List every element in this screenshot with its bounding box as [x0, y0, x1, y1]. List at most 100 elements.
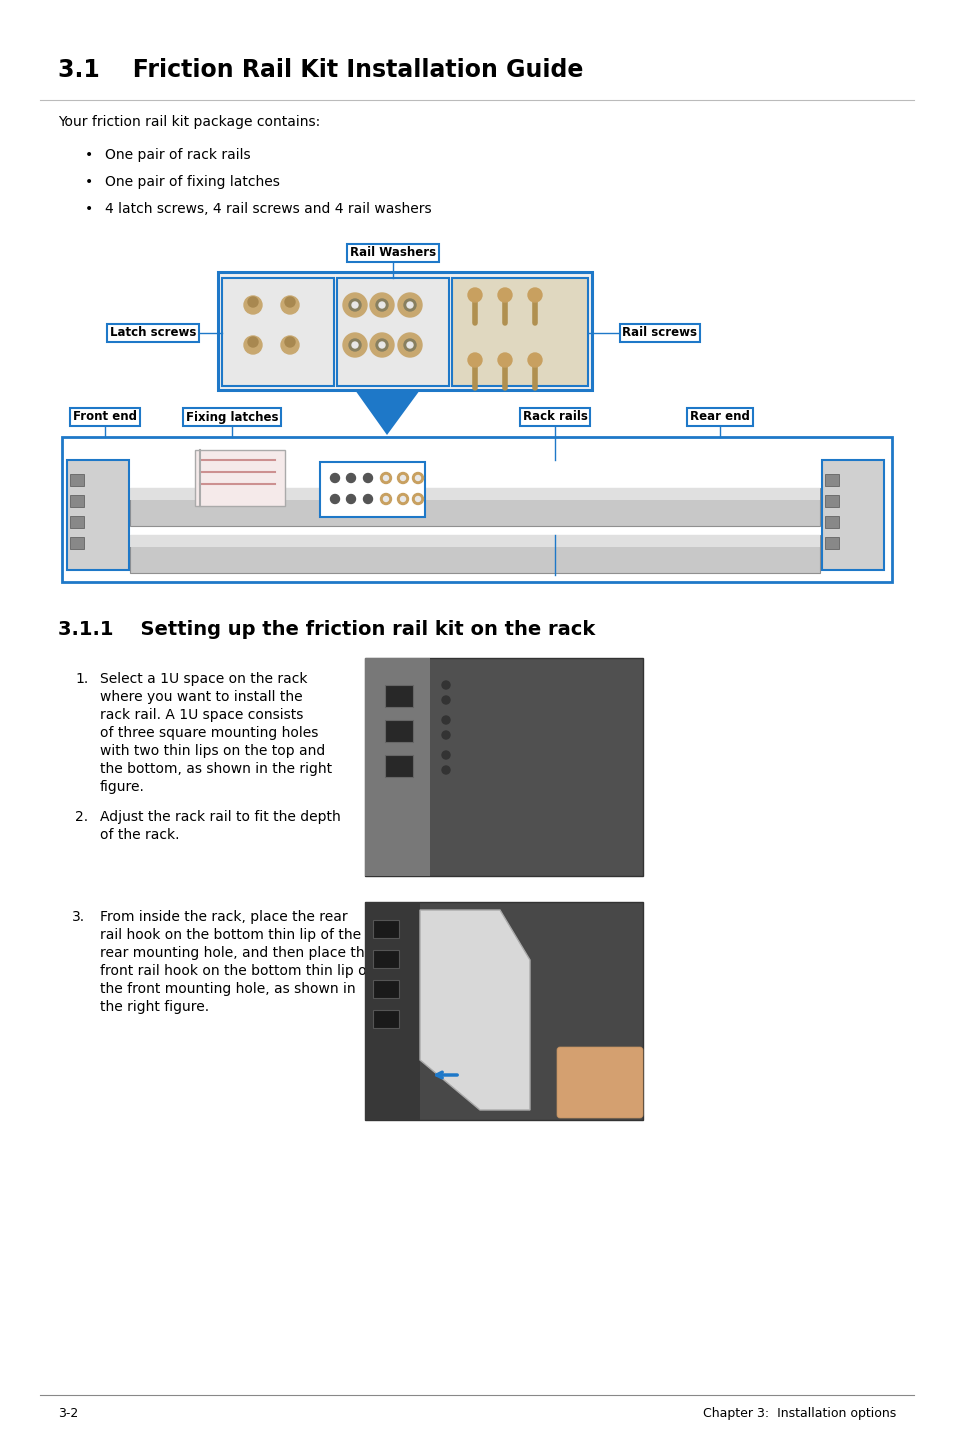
Circle shape: [497, 352, 512, 367]
Text: Fixing latches: Fixing latches: [186, 410, 278, 424]
Circle shape: [363, 473, 372, 483]
Circle shape: [407, 302, 413, 308]
Circle shape: [375, 299, 388, 311]
FancyBboxPatch shape: [373, 951, 398, 968]
FancyBboxPatch shape: [365, 659, 430, 876]
Circle shape: [380, 493, 391, 505]
FancyBboxPatch shape: [557, 1047, 642, 1117]
Circle shape: [352, 342, 357, 348]
FancyBboxPatch shape: [70, 516, 84, 528]
Circle shape: [370, 293, 394, 316]
Text: with two thin lips on the top and: with two thin lips on the top and: [100, 743, 325, 758]
FancyBboxPatch shape: [365, 902, 642, 1120]
Text: Chapter 3:  Installation options: Chapter 3: Installation options: [702, 1406, 895, 1419]
Circle shape: [400, 496, 405, 502]
Circle shape: [441, 696, 450, 705]
Circle shape: [383, 476, 388, 480]
FancyBboxPatch shape: [336, 278, 449, 385]
Circle shape: [378, 342, 385, 348]
Circle shape: [397, 293, 421, 316]
Circle shape: [352, 302, 357, 308]
FancyBboxPatch shape: [824, 475, 838, 486]
FancyBboxPatch shape: [70, 495, 84, 508]
FancyBboxPatch shape: [130, 487, 820, 500]
Text: Rail screws: Rail screws: [622, 326, 697, 339]
Circle shape: [441, 682, 450, 689]
FancyBboxPatch shape: [373, 1009, 398, 1028]
Circle shape: [497, 288, 512, 302]
Circle shape: [468, 288, 481, 302]
Circle shape: [285, 298, 294, 306]
Circle shape: [397, 473, 408, 483]
Circle shape: [441, 766, 450, 774]
FancyBboxPatch shape: [821, 460, 883, 569]
Circle shape: [412, 473, 423, 483]
Text: One pair of rack rails: One pair of rack rails: [105, 148, 251, 162]
Text: rear mounting hole, and then place the: rear mounting hole, and then place the: [100, 946, 373, 961]
Text: where you want to install the: where you want to install the: [100, 690, 302, 705]
Text: Rack rails: Rack rails: [522, 410, 587, 424]
Text: the bottom, as shown in the right: the bottom, as shown in the right: [100, 762, 332, 777]
Circle shape: [527, 288, 541, 302]
Text: the front mounting hole, as shown in: the front mounting hole, as shown in: [100, 982, 355, 997]
Text: front rail hook on the bottom thin lip of: front rail hook on the bottom thin lip o…: [100, 963, 372, 978]
Text: 2.: 2.: [75, 810, 88, 824]
Circle shape: [383, 496, 388, 502]
Circle shape: [403, 339, 416, 351]
Text: 3.1.1    Setting up the friction rail kit on the rack: 3.1.1 Setting up the friction rail kit o…: [58, 620, 595, 638]
Circle shape: [343, 293, 367, 316]
FancyBboxPatch shape: [365, 659, 642, 876]
Circle shape: [248, 298, 257, 306]
Circle shape: [346, 495, 355, 503]
Text: rail hook on the bottom thin lip of the: rail hook on the bottom thin lip of the: [100, 928, 361, 942]
Circle shape: [244, 336, 262, 354]
Text: figure.: figure.: [100, 779, 145, 794]
Circle shape: [363, 495, 372, 503]
FancyBboxPatch shape: [130, 535, 820, 546]
Circle shape: [397, 493, 408, 505]
Polygon shape: [419, 910, 530, 1110]
FancyBboxPatch shape: [222, 278, 334, 385]
FancyBboxPatch shape: [319, 462, 424, 518]
Circle shape: [397, 334, 421, 357]
Circle shape: [412, 493, 423, 505]
Text: 3.: 3.: [71, 910, 85, 925]
FancyBboxPatch shape: [194, 450, 285, 506]
Text: 1.: 1.: [75, 672, 89, 686]
Circle shape: [244, 296, 262, 313]
FancyBboxPatch shape: [130, 487, 820, 526]
Text: rack rail. A 1U space consists: rack rail. A 1U space consists: [100, 707, 303, 722]
Circle shape: [468, 352, 481, 367]
Circle shape: [407, 342, 413, 348]
Text: Select a 1U space on the rack: Select a 1U space on the rack: [100, 672, 307, 686]
Text: Your friction rail kit package contains:: Your friction rail kit package contains:: [58, 115, 320, 129]
FancyBboxPatch shape: [373, 920, 398, 938]
Circle shape: [285, 336, 294, 347]
FancyBboxPatch shape: [824, 536, 838, 549]
Text: •: •: [85, 175, 93, 188]
FancyBboxPatch shape: [824, 495, 838, 508]
Text: 4 latch screws, 4 rail screws and 4 rail washers: 4 latch screws, 4 rail screws and 4 rail…: [105, 201, 431, 216]
Circle shape: [343, 334, 367, 357]
Circle shape: [378, 302, 385, 308]
FancyBboxPatch shape: [62, 437, 891, 582]
Circle shape: [403, 299, 416, 311]
FancyBboxPatch shape: [70, 475, 84, 486]
Circle shape: [330, 495, 339, 503]
Text: Latch screws: Latch screws: [110, 326, 196, 339]
FancyBboxPatch shape: [70, 536, 84, 549]
Circle shape: [281, 296, 298, 313]
FancyBboxPatch shape: [385, 755, 413, 777]
Text: of the rack.: of the rack.: [100, 828, 179, 843]
FancyBboxPatch shape: [373, 981, 398, 998]
Text: From inside the rack, place the rear: From inside the rack, place the rear: [100, 910, 347, 925]
FancyBboxPatch shape: [824, 516, 838, 528]
Text: of three square mounting holes: of three square mounting holes: [100, 726, 318, 741]
Polygon shape: [355, 390, 419, 436]
Circle shape: [248, 336, 257, 347]
Circle shape: [281, 336, 298, 354]
Circle shape: [527, 352, 541, 367]
FancyBboxPatch shape: [130, 535, 820, 572]
Text: •: •: [85, 148, 93, 162]
FancyBboxPatch shape: [452, 278, 587, 385]
